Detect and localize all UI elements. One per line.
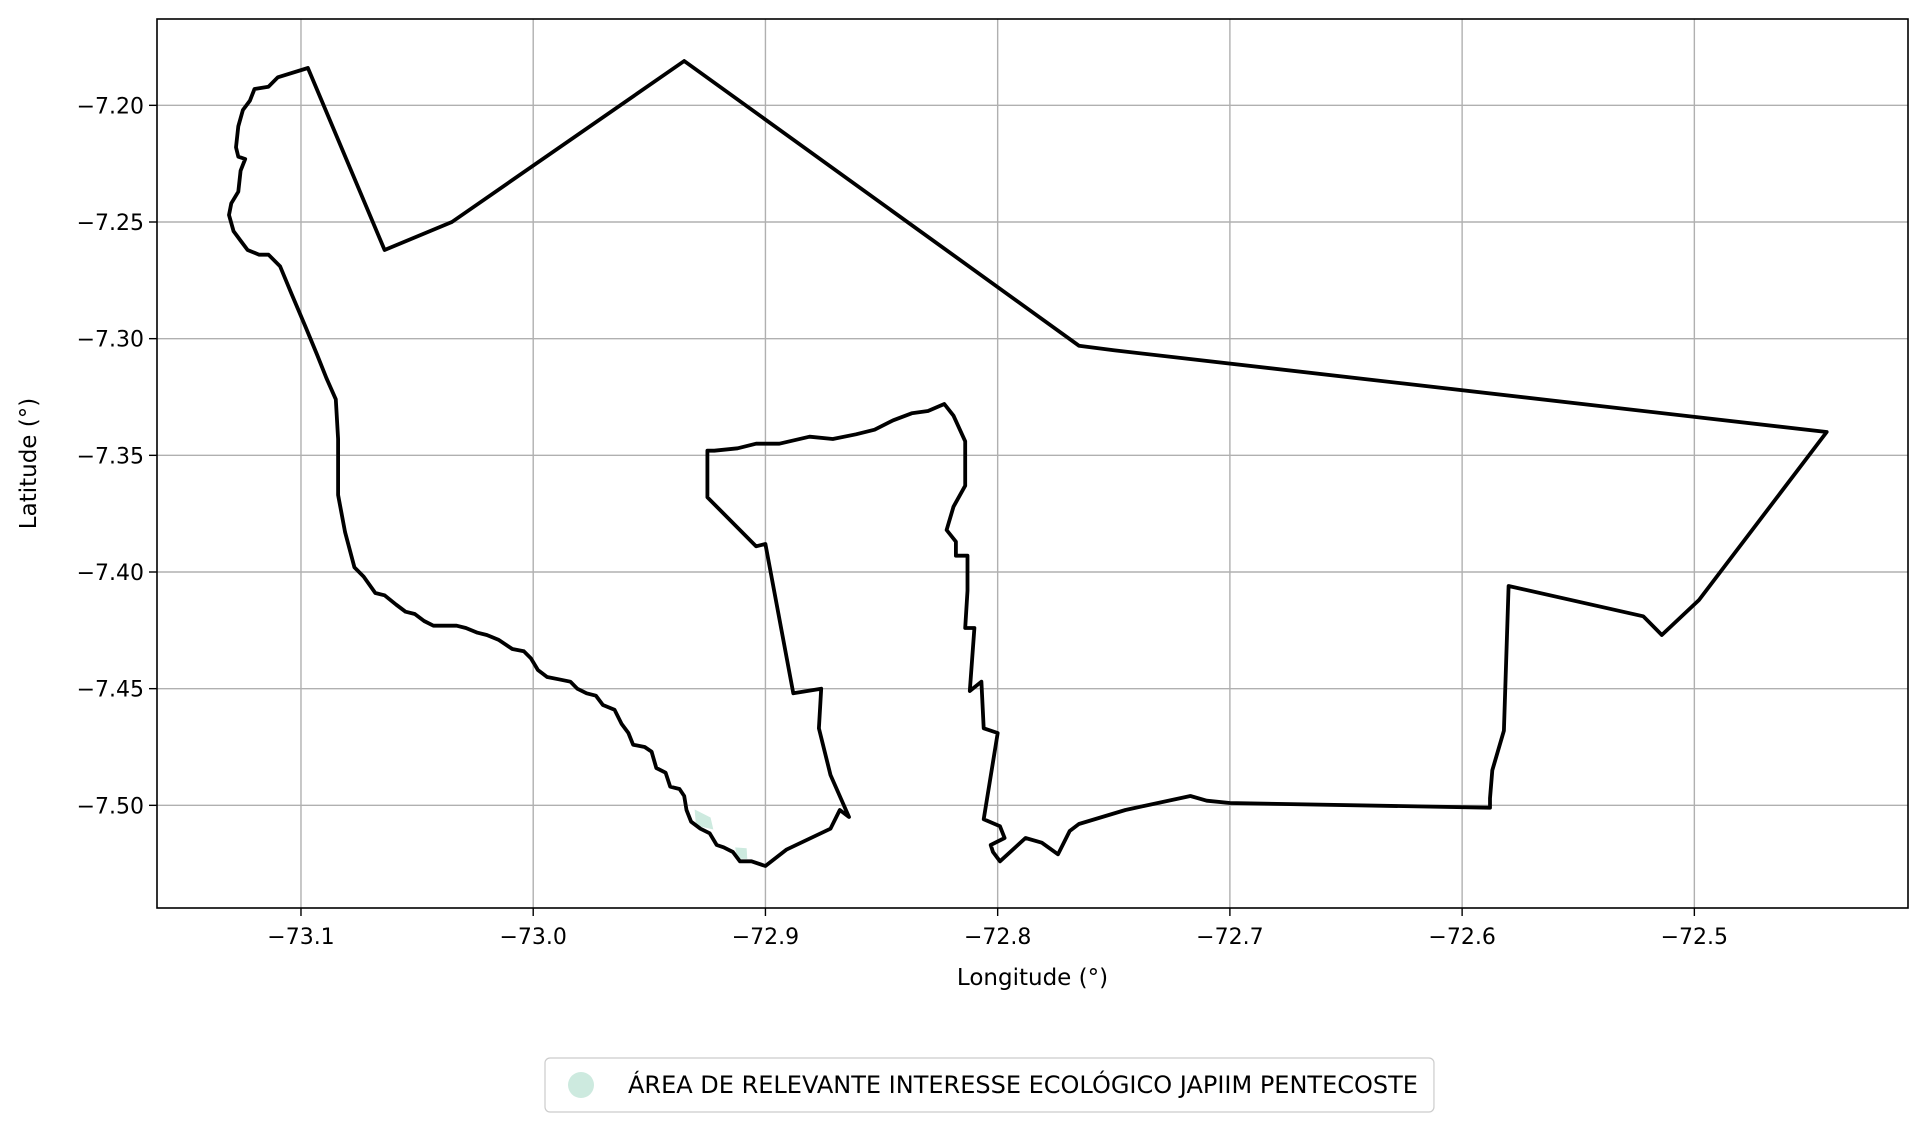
x-tick-label: −72.9 — [732, 925, 799, 950]
territory-boundary — [227, 59, 1829, 868]
x-tick-label: −72.8 — [964, 925, 1031, 950]
x-tick-label: −72.5 — [1661, 925, 1728, 950]
plot-frame — [156, 18, 1909, 909]
y-tick-label: −7.35 — [77, 444, 144, 469]
y-tick-label: −7.30 — [77, 328, 144, 353]
y-tick-label: −7.40 — [77, 561, 144, 586]
grid-lines — [157, 19, 1908, 908]
y-axis-label: Latitude (°) — [16, 398, 42, 529]
legend-box — [544, 1057, 1435, 1113]
x-tick-label: −72.7 — [1196, 925, 1263, 950]
legend: ÁREA DE RELEVANTE INTERESSE ECOLÓGICO JA… — [544, 1057, 1435, 1113]
y-tick-label: −7.25 — [77, 211, 144, 236]
x-axis-label: Longitude (°) — [957, 965, 1108, 991]
x-tick-label: −73.1 — [267, 925, 334, 950]
map-features — [227, 59, 1829, 868]
y-axis-ticks: −7.20 −7.25 −7.30 −7.35 −7.40 −7.45 −7.50 — [77, 94, 157, 819]
x-tick-label: −73.0 — [499, 925, 566, 950]
protected-area-polygon — [694, 809, 714, 830]
y-tick-label: −7.20 — [77, 94, 144, 119]
y-tick-label: −7.50 — [77, 794, 144, 819]
protected-area-polygon — [735, 847, 748, 859]
legend-marker — [568, 1072, 594, 1098]
legend-label: ÁREA DE RELEVANTE INTERESSE ECOLÓGICO JA… — [628, 1069, 1418, 1099]
y-tick-label: −7.45 — [77, 678, 144, 703]
x-axis-ticks: −73.1 −73.0 −72.9 −72.8 −72.7 −72.6 −72.5 — [267, 908, 1728, 950]
x-tick-label: −72.6 — [1428, 925, 1495, 950]
